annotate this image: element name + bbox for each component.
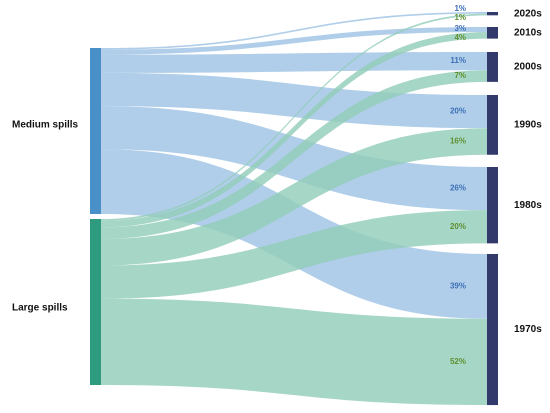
decade-label-1970s: 1970s	[514, 324, 542, 335]
flow-medium-2000s	[101, 52, 487, 73]
decade-node-1980s	[487, 167, 498, 244]
decade-label-2000s: 2000s	[514, 62, 542, 73]
percent-label-large-2020s: 1%	[454, 13, 466, 22]
decade-node-2020s	[487, 12, 498, 16]
flow-large-1980s	[101, 210, 487, 299]
percent-label-large-1970s: 52%	[450, 357, 466, 366]
decade-label-2010s: 2010s	[514, 27, 542, 38]
flow-medium-1990s	[101, 72, 487, 129]
source-node-medium	[90, 48, 101, 214]
decade-node-1970s	[487, 254, 498, 406]
flow-layer	[101, 12, 487, 406]
flow-medium-2020s	[101, 12, 487, 50]
decade-label-1980s: 1980s	[514, 200, 542, 211]
flow-large-1970s	[101, 298, 487, 406]
decade-node-1990s	[487, 95, 498, 155]
percent-label-medium-2020s: 1%	[454, 4, 466, 13]
flow-medium-2010s	[101, 27, 487, 55]
flow-large-2000s	[101, 70, 487, 239]
label-layer: Medium spills Large spills 2020s 2010s 2000s…	[12, 4, 542, 366]
percent-label-large-2000s: 7%	[454, 71, 466, 80]
percent-label-medium-1990s: 20%	[450, 107, 466, 116]
source-node-large	[90, 219, 101, 385]
percent-label-large-1980s: 20%	[450, 222, 466, 231]
percent-label-medium-1980s: 26%	[450, 184, 466, 193]
percent-label-medium-2010s: 3%	[454, 24, 466, 33]
percent-label-medium-1970s: 39%	[450, 281, 466, 290]
decade-label-1990s: 1990s	[514, 120, 542, 131]
source-label-medium: Medium spills	[12, 120, 79, 131]
decade-label-2020s: 2020s	[514, 8, 542, 19]
decade-node-2010s	[487, 27, 498, 39]
flow-large-2010s	[101, 31, 487, 228]
decade-node-2000s	[487, 52, 498, 82]
source-label-large: Large spills	[12, 303, 68, 314]
flow-medium-1970s	[101, 149, 487, 319]
percent-label-large-2010s: 4%	[454, 33, 466, 42]
percent-label-medium-2000s: 11%	[450, 56, 466, 65]
node-layer	[90, 12, 498, 406]
flow-large-1990s	[101, 128, 487, 266]
flow-large-2020s	[101, 13, 487, 221]
percent-label-large-1990s: 16%	[450, 137, 466, 146]
